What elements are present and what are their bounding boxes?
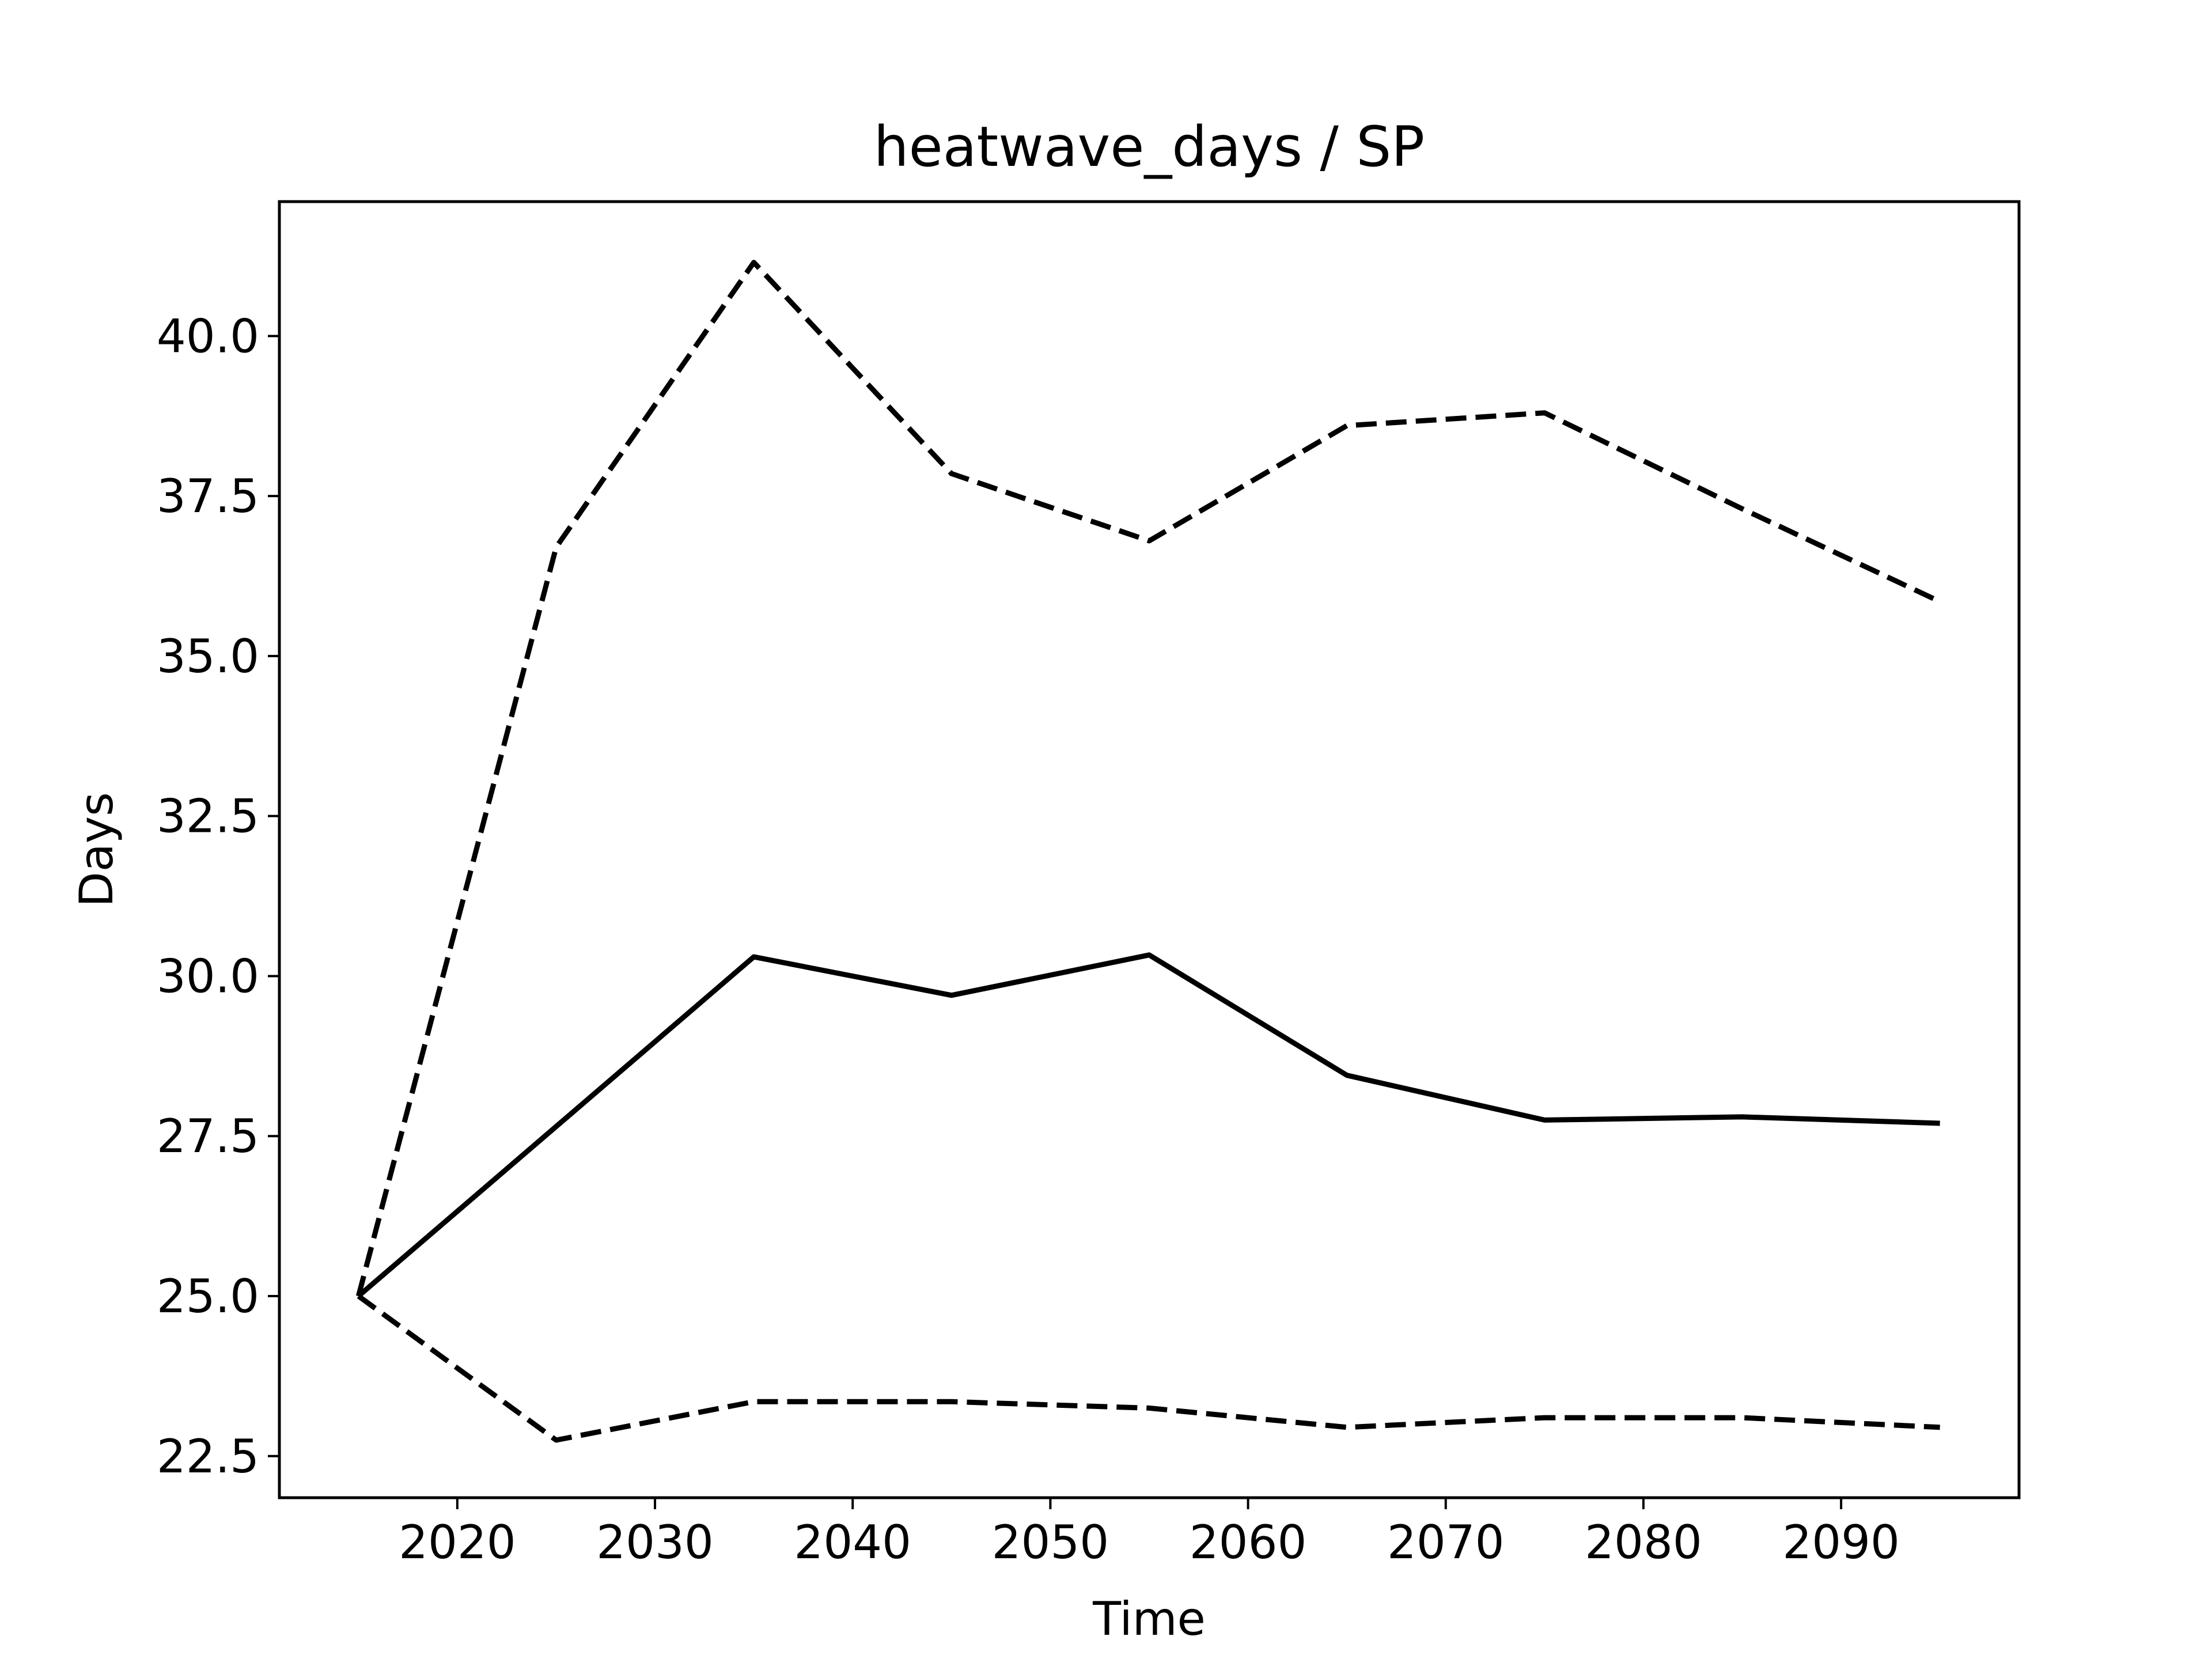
y-tick-label: 32.5 [157, 790, 259, 843]
series-line-2 [355, 260, 1941, 1297]
x-tick-label: 2030 [596, 1516, 714, 1569]
y-tick-label: 37.5 [157, 469, 259, 523]
series-layer [355, 260, 1941, 1443]
series-line-3 [357, 1294, 1940, 1443]
x-axis-label: Time [1092, 1592, 1206, 1646]
y-tick-label: 35.0 [157, 630, 259, 683]
y-tick-label: 30.0 [157, 949, 259, 1003]
plot-area-frame [278, 200, 2021, 1499]
x-tick-label: 2090 [1782, 1516, 1900, 1569]
y-tick-label: 25.0 [157, 1270, 259, 1323]
x-tick-label: 2080 [1585, 1516, 1702, 1569]
series-line-1 [357, 952, 1940, 1298]
x-tick-label: 2020 [399, 1516, 516, 1569]
y-axis-label: Days [70, 792, 123, 907]
x-tick-label: 2050 [992, 1516, 1109, 1569]
y-tick-label: 40.0 [157, 309, 259, 363]
x-axis: 2020 2030 2040 2050 2060 2070 2080 2090 [399, 1498, 1900, 1569]
x-tick-label: 2060 [1190, 1516, 1307, 1569]
y-axis: 22.5 25.0 27.5 30.0 32.5 35.0 37.5 40.0 [157, 309, 279, 1483]
chart-title: heatwave_days / SP [874, 115, 1425, 179]
y-tick-label: 22.5 [157, 1430, 259, 1483]
x-tick-label: 2040 [794, 1516, 911, 1569]
y-tick-label: 27.5 [157, 1109, 259, 1163]
x-tick-label: 2070 [1387, 1516, 1505, 1569]
